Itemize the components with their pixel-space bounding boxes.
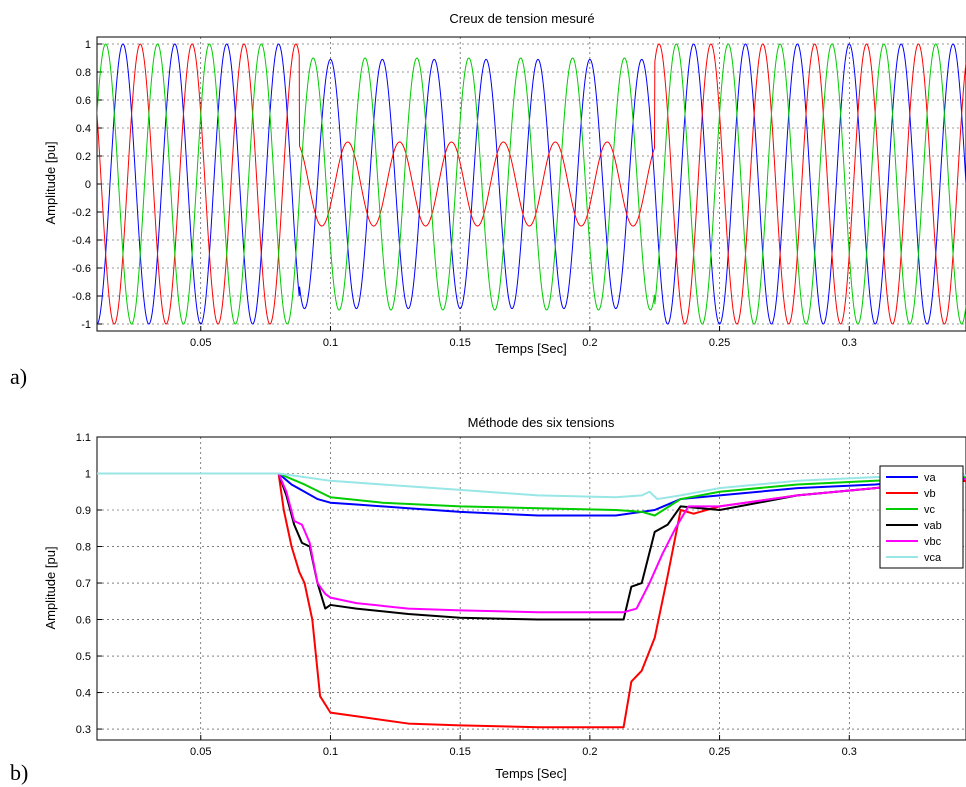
chart-b-series-line-vb	[97, 472, 966, 729]
a-x-tick-label: 0.3	[842, 337, 857, 349]
b-y-tick-label: 0.4	[76, 688, 91, 700]
chart-a-x-tick-labels: 0.05 0.1 0.15 0.2 0.25 0.3	[190, 337, 857, 349]
legend-label-vbc: vbc	[924, 536, 942, 548]
a-y-tick-label: 1	[85, 39, 91, 51]
chart-a: Creux de tension mesuré -1 -0.8 -0.6 -0.4 -0…	[10, 11, 966, 389]
a-y-tick-label: -0.6	[72, 263, 91, 275]
chart-a-series-line-1	[97, 43, 966, 325]
b-y-tick-label: 0.5	[76, 651, 91, 663]
a-y-tick-label: 0	[85, 179, 91, 191]
b-y-tick-label: 0.6	[76, 615, 91, 627]
chart-b-y-axis-label: Amplitude [pu]	[43, 546, 58, 629]
chart-a-panel-letter: a)	[10, 364, 27, 389]
b-x-tick-label: 0.3	[842, 746, 857, 758]
chart-b-x-tick-labels: 0.05 0.1 0.15 0.2 0.25 0.3	[190, 746, 857, 758]
chart-b-legend: va vb vc vab vbc vca	[879, 465, 964, 569]
chart-a-y-tick-labels: -1 -0.8 -0.6 -0.4 -0.2 0 0.2 0.4 0.6 0.8 1	[72, 39, 91, 331]
a-x-tick-label: 0.15	[449, 337, 470, 349]
b-y-tick-label: 0.8	[76, 542, 91, 554]
legend-label-va: va	[924, 472, 937, 484]
chart-a-series-line-0	[97, 43, 966, 325]
a-y-tick-label: 0.2	[76, 151, 91, 163]
a-x-tick-label: 0.05	[190, 337, 211, 349]
chart-a-title: Creux de tension mesuré	[449, 11, 594, 26]
chart-b-series-line-vc	[97, 472, 966, 517]
b-x-tick-label: 0.1	[323, 746, 338, 758]
chart-b-series-line-vbc	[97, 472, 966, 614]
b-x-tick-label: 0.2	[582, 746, 597, 758]
chart-b-panel-letter: b)	[10, 760, 28, 785]
chart-a-x-axis-label: Temps [Sec]	[495, 341, 567, 356]
a-y-tick-label: -1	[81, 319, 91, 331]
chart-a-series-line-2	[97, 43, 966, 325]
chart-b-title: Méthode des six tensions	[468, 415, 615, 430]
chart-b-x-axis-label: Temps [Sec]	[495, 766, 567, 781]
legend-label-vab: vab	[924, 520, 942, 532]
a-x-tick-label: 0.1	[323, 337, 338, 349]
legend-label-vc: vc	[924, 504, 936, 516]
chart-b-series-group	[97, 472, 966, 729]
b-x-tick-label: 0.15	[449, 746, 470, 758]
a-y-tick-label: -0.2	[72, 207, 91, 219]
a-x-tick-label: 0.2	[582, 337, 597, 349]
b-y-tick-label: 1.1	[76, 432, 91, 444]
chart-b-legend-box	[879, 465, 964, 569]
a-x-tick-label: 0.25	[709, 337, 730, 349]
b-y-tick-label: 0.3	[76, 724, 91, 736]
legend-label-vca: vca	[924, 552, 942, 564]
chart-b-gridlines	[97, 436, 966, 740]
b-x-tick-label: 0.05	[190, 746, 211, 758]
a-y-tick-label: 0.4	[76, 123, 91, 135]
a-y-tick-label: 0.6	[76, 95, 91, 107]
b-y-tick-label: 0.7	[76, 578, 91, 590]
chart-b: Méthode des six tensions 0.3 0.4 0.5 0.6 0.7…	[10, 415, 966, 785]
b-y-tick-label: 1	[85, 469, 91, 481]
a-y-tick-label: -0.4	[72, 235, 91, 247]
chart-b-series-line-va	[97, 472, 966, 517]
b-x-tick-label: 0.25	[709, 746, 730, 758]
a-y-tick-label: 0.8	[76, 67, 91, 79]
chart-b-series-line-vca	[97, 472, 966, 501]
chart-a-y-axis-label: Amplitude [pu]	[43, 141, 58, 224]
chart-b-y-tick-labels: 0.3 0.4 0.5 0.6 0.7 0.8 0.9 1 1.1	[76, 432, 91, 736]
chart-a-series-group	[97, 43, 966, 325]
b-y-tick-label: 0.9	[76, 505, 91, 517]
legend-label-vb: vb	[924, 488, 936, 500]
a-y-tick-label: -0.8	[72, 291, 91, 303]
